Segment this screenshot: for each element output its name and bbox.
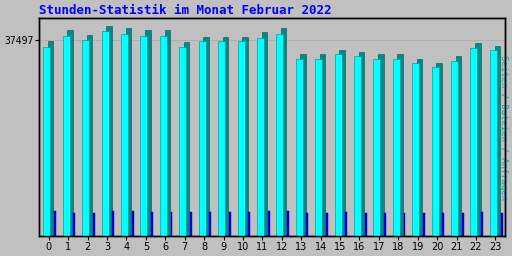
- Bar: [262, 33, 267, 236]
- Bar: [307, 213, 308, 236]
- Bar: [365, 213, 367, 236]
- Bar: [140, 36, 147, 236]
- Bar: [495, 46, 500, 236]
- Bar: [281, 28, 286, 236]
- Bar: [296, 59, 303, 236]
- Bar: [315, 59, 322, 236]
- Bar: [160, 36, 167, 236]
- Bar: [179, 47, 186, 236]
- Bar: [354, 57, 361, 236]
- Bar: [423, 213, 425, 236]
- Bar: [68, 30, 73, 236]
- Bar: [451, 61, 458, 236]
- Bar: [397, 54, 403, 236]
- Y-axis label: Seiten / Dateien / Anfragen: Seiten / Dateien / Anfragen: [499, 55, 508, 200]
- Bar: [403, 213, 406, 236]
- Bar: [223, 37, 228, 236]
- Bar: [48, 41, 53, 236]
- Bar: [112, 211, 114, 236]
- Bar: [412, 63, 419, 236]
- Bar: [373, 59, 380, 236]
- Bar: [268, 211, 269, 236]
- Bar: [199, 41, 206, 236]
- Bar: [462, 213, 464, 236]
- Bar: [54, 211, 56, 236]
- Bar: [417, 59, 422, 236]
- Bar: [121, 34, 128, 236]
- Bar: [436, 63, 442, 236]
- Bar: [501, 213, 503, 236]
- Bar: [471, 48, 478, 236]
- Bar: [442, 213, 444, 236]
- Bar: [326, 213, 328, 236]
- Bar: [164, 30, 170, 236]
- Bar: [125, 28, 131, 236]
- Bar: [184, 42, 189, 236]
- Bar: [151, 212, 153, 236]
- Bar: [301, 54, 306, 236]
- Bar: [481, 212, 483, 236]
- Text: Stunden-Statistik im Monat Februar 2022: Stunden-Statistik im Monat Februar 2022: [39, 4, 332, 17]
- Bar: [106, 26, 112, 236]
- Bar: [384, 213, 386, 236]
- Bar: [257, 38, 264, 236]
- Bar: [218, 41, 225, 236]
- Bar: [345, 212, 347, 236]
- Bar: [73, 213, 75, 236]
- Bar: [248, 212, 250, 236]
- Bar: [378, 54, 383, 236]
- Bar: [276, 34, 283, 236]
- Bar: [238, 41, 245, 236]
- Bar: [82, 40, 89, 236]
- Bar: [93, 213, 95, 236]
- Bar: [229, 212, 231, 236]
- Bar: [242, 37, 248, 236]
- Bar: [320, 54, 325, 236]
- Bar: [87, 35, 92, 236]
- Bar: [170, 212, 173, 236]
- Bar: [190, 212, 192, 236]
- Bar: [209, 212, 211, 236]
- Bar: [44, 47, 50, 236]
- Bar: [145, 30, 151, 236]
- Bar: [456, 57, 461, 236]
- Bar: [203, 37, 209, 236]
- Bar: [132, 211, 134, 236]
- Bar: [335, 54, 342, 236]
- Bar: [63, 36, 70, 236]
- Bar: [432, 67, 439, 236]
- Bar: [359, 52, 364, 236]
- Bar: [101, 31, 109, 236]
- Bar: [490, 50, 497, 236]
- Bar: [475, 44, 481, 236]
- Bar: [339, 50, 345, 236]
- Bar: [287, 211, 289, 236]
- Bar: [393, 59, 400, 236]
